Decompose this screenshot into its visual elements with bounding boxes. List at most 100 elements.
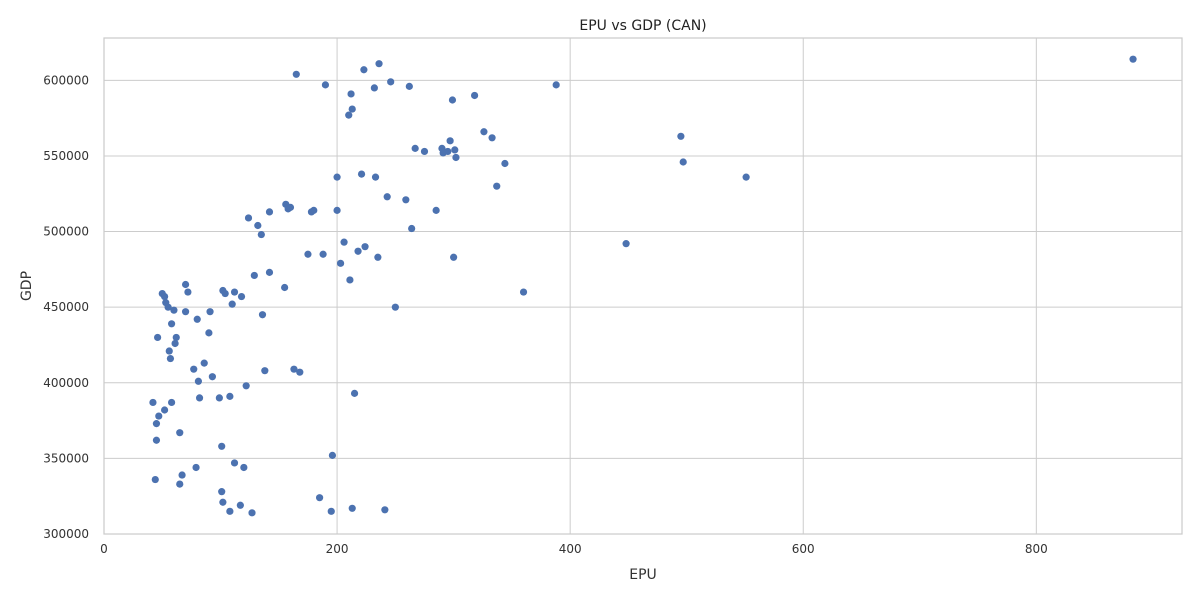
data-point — [170, 306, 178, 314]
data-point — [166, 354, 175, 363]
data-point — [333, 173, 341, 181]
data-point — [350, 389, 359, 397]
data-point — [240, 463, 248, 472]
data-point — [444, 147, 452, 156]
data-point — [371, 173, 380, 181]
data-point — [432, 206, 440, 214]
data-point — [310, 206, 318, 214]
x-tick-label: 800 — [1025, 542, 1048, 556]
data-point — [290, 365, 298, 373]
data-point — [451, 146, 459, 154]
data-point — [493, 182, 501, 190]
plot-frame — [103, 37, 1183, 535]
data-point — [226, 392, 234, 400]
data-point — [206, 308, 214, 316]
x-axis-label: EPU — [629, 567, 657, 583]
data-point — [357, 170, 366, 178]
data-point — [383, 193, 391, 201]
y-tick-label: 350000 — [43, 451, 89, 465]
data-point — [154, 333, 162, 342]
data-point — [501, 159, 509, 168]
data-point — [370, 84, 378, 92]
data-point — [237, 292, 246, 301]
data-point — [448, 96, 457, 104]
data-point — [296, 368, 304, 376]
x-tick-label: 200 — [326, 542, 349, 556]
data-point — [254, 221, 262, 230]
data-point — [381, 506, 389, 514]
data-point — [348, 504, 356, 512]
data-point — [450, 253, 458, 261]
chart-title: EPU vs GDP (CAN) — [579, 18, 706, 34]
data-point — [420, 147, 429, 156]
data-point — [622, 240, 630, 248]
data-point — [230, 459, 239, 467]
data-point — [192, 463, 200, 472]
data-point — [200, 359, 208, 367]
data-point — [375, 60, 383, 68]
data-point — [226, 507, 234, 515]
x-tick-label: 600 — [792, 542, 815, 556]
x-tick-label: 400 — [559, 542, 582, 556]
data-point — [215, 394, 223, 402]
data-point — [405, 82, 413, 90]
y-tick-label: 600000 — [43, 73, 89, 87]
y-tick-label: 500000 — [43, 225, 89, 239]
data-point — [679, 158, 687, 166]
data-point — [228, 300, 236, 308]
y-tick-label: 450000 — [43, 300, 89, 314]
x-tick-label: 0 — [100, 542, 108, 556]
data-point — [677, 132, 685, 140]
data-point — [152, 436, 161, 444]
data-point — [304, 250, 312, 258]
data-point — [552, 81, 560, 89]
data-point — [195, 394, 204, 402]
data-point — [218, 442, 226, 450]
data-point — [321, 81, 330, 89]
data-point — [348, 105, 356, 113]
y-tick-labels: 300000 350000 400000 450000 500000 550000 6000… — [43, 73, 89, 541]
data-point — [155, 412, 163, 420]
data-point — [374, 253, 382, 261]
data-point — [480, 128, 488, 136]
data-point — [470, 91, 479, 100]
data-point — [327, 507, 335, 515]
data-point — [257, 230, 265, 239]
data-point — [346, 276, 354, 284]
data-point — [184, 288, 192, 296]
data-point — [333, 206, 341, 214]
data-point — [244, 214, 253, 222]
data-point — [340, 238, 348, 246]
data-point — [292, 70, 300, 78]
data-point — [230, 288, 239, 296]
data-point — [193, 315, 201, 323]
data-point — [167, 398, 176, 407]
y-tick-label: 400000 — [43, 376, 89, 390]
data-point — [164, 303, 172, 311]
y-tick-label: 550000 — [43, 149, 89, 163]
data-point — [172, 333, 180, 342]
data-point — [208, 373, 216, 381]
data-point — [387, 78, 395, 86]
data-point — [354, 247, 362, 255]
data-point — [286, 203, 295, 211]
data-point — [219, 498, 227, 506]
data-point — [165, 347, 173, 355]
data-point — [236, 501, 244, 509]
data-point — [151, 475, 159, 484]
data-point — [171, 339, 179, 348]
data-point — [261, 367, 269, 375]
data-point — [265, 208, 274, 216]
data-point — [519, 288, 528, 296]
data-point — [194, 377, 202, 385]
data-point — [319, 250, 327, 258]
x-tick-labels: 0 200 400 600 800 — [100, 542, 1048, 556]
data-point — [258, 311, 267, 319]
data-point — [161, 292, 169, 301]
data-point — [347, 90, 355, 98]
data-point — [446, 137, 454, 145]
data-point — [1129, 55, 1137, 63]
data-point — [391, 303, 399, 311]
